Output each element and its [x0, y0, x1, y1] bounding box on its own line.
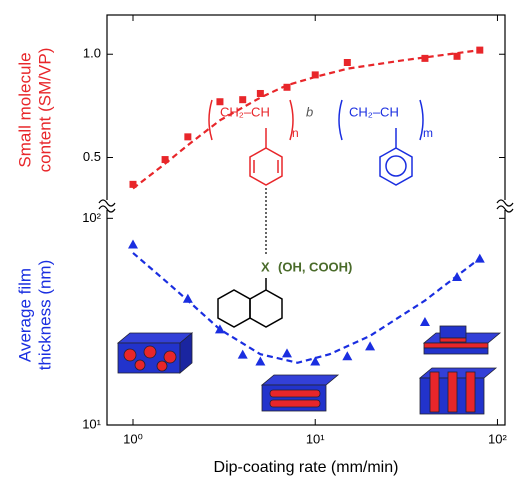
- blue-unit: CH₂–CH: [349, 104, 399, 119]
- block-b: b: [306, 104, 313, 119]
- y-label: thickness (nm): [35, 260, 54, 371]
- data-point: [184, 133, 191, 140]
- data-point: [342, 351, 352, 360]
- data-point: [344, 59, 351, 66]
- data-point: [257, 90, 264, 97]
- morphology-blocks: [118, 326, 500, 414]
- y-tick-label: 10²: [82, 210, 101, 225]
- y-label: content (SM/VP): [35, 48, 54, 173]
- data-point: [216, 98, 223, 105]
- figure: CH₂–CH n b CH₂–CH m X (OH, COOH) 0.5 1.0 S…: [0, 0, 514, 485]
- x-group: X: [261, 259, 270, 274]
- y-tick-label: 1.0: [83, 46, 101, 61]
- x-groups: (OH, COOH): [278, 259, 352, 274]
- data-point: [128, 240, 138, 249]
- x-tick-label: 10²: [488, 431, 507, 446]
- x-label: Dip-coating rate (mm/min): [214, 459, 399, 476]
- x-tick-label: 10⁰: [123, 431, 143, 446]
- y-label: Small molecule: [15, 52, 34, 167]
- y-tick-label: 0.5: [83, 149, 101, 164]
- data-point: [238, 350, 248, 359]
- y-tick-label: 10¹: [82, 416, 101, 431]
- subscript-m: m: [423, 126, 433, 140]
- x-tick-label: 10¹: [306, 431, 325, 446]
- data-point: [282, 348, 292, 357]
- chemistry: [209, 100, 423, 327]
- red-unit: CH₂–CH: [220, 104, 270, 119]
- data-point: [255, 356, 265, 365]
- y-label: Average film: [15, 268, 34, 362]
- data-point: [365, 341, 375, 350]
- data-point: [420, 317, 430, 326]
- data-point: [239, 96, 246, 103]
- data-point: [475, 254, 485, 263]
- subscript-n: n: [292, 126, 299, 140]
